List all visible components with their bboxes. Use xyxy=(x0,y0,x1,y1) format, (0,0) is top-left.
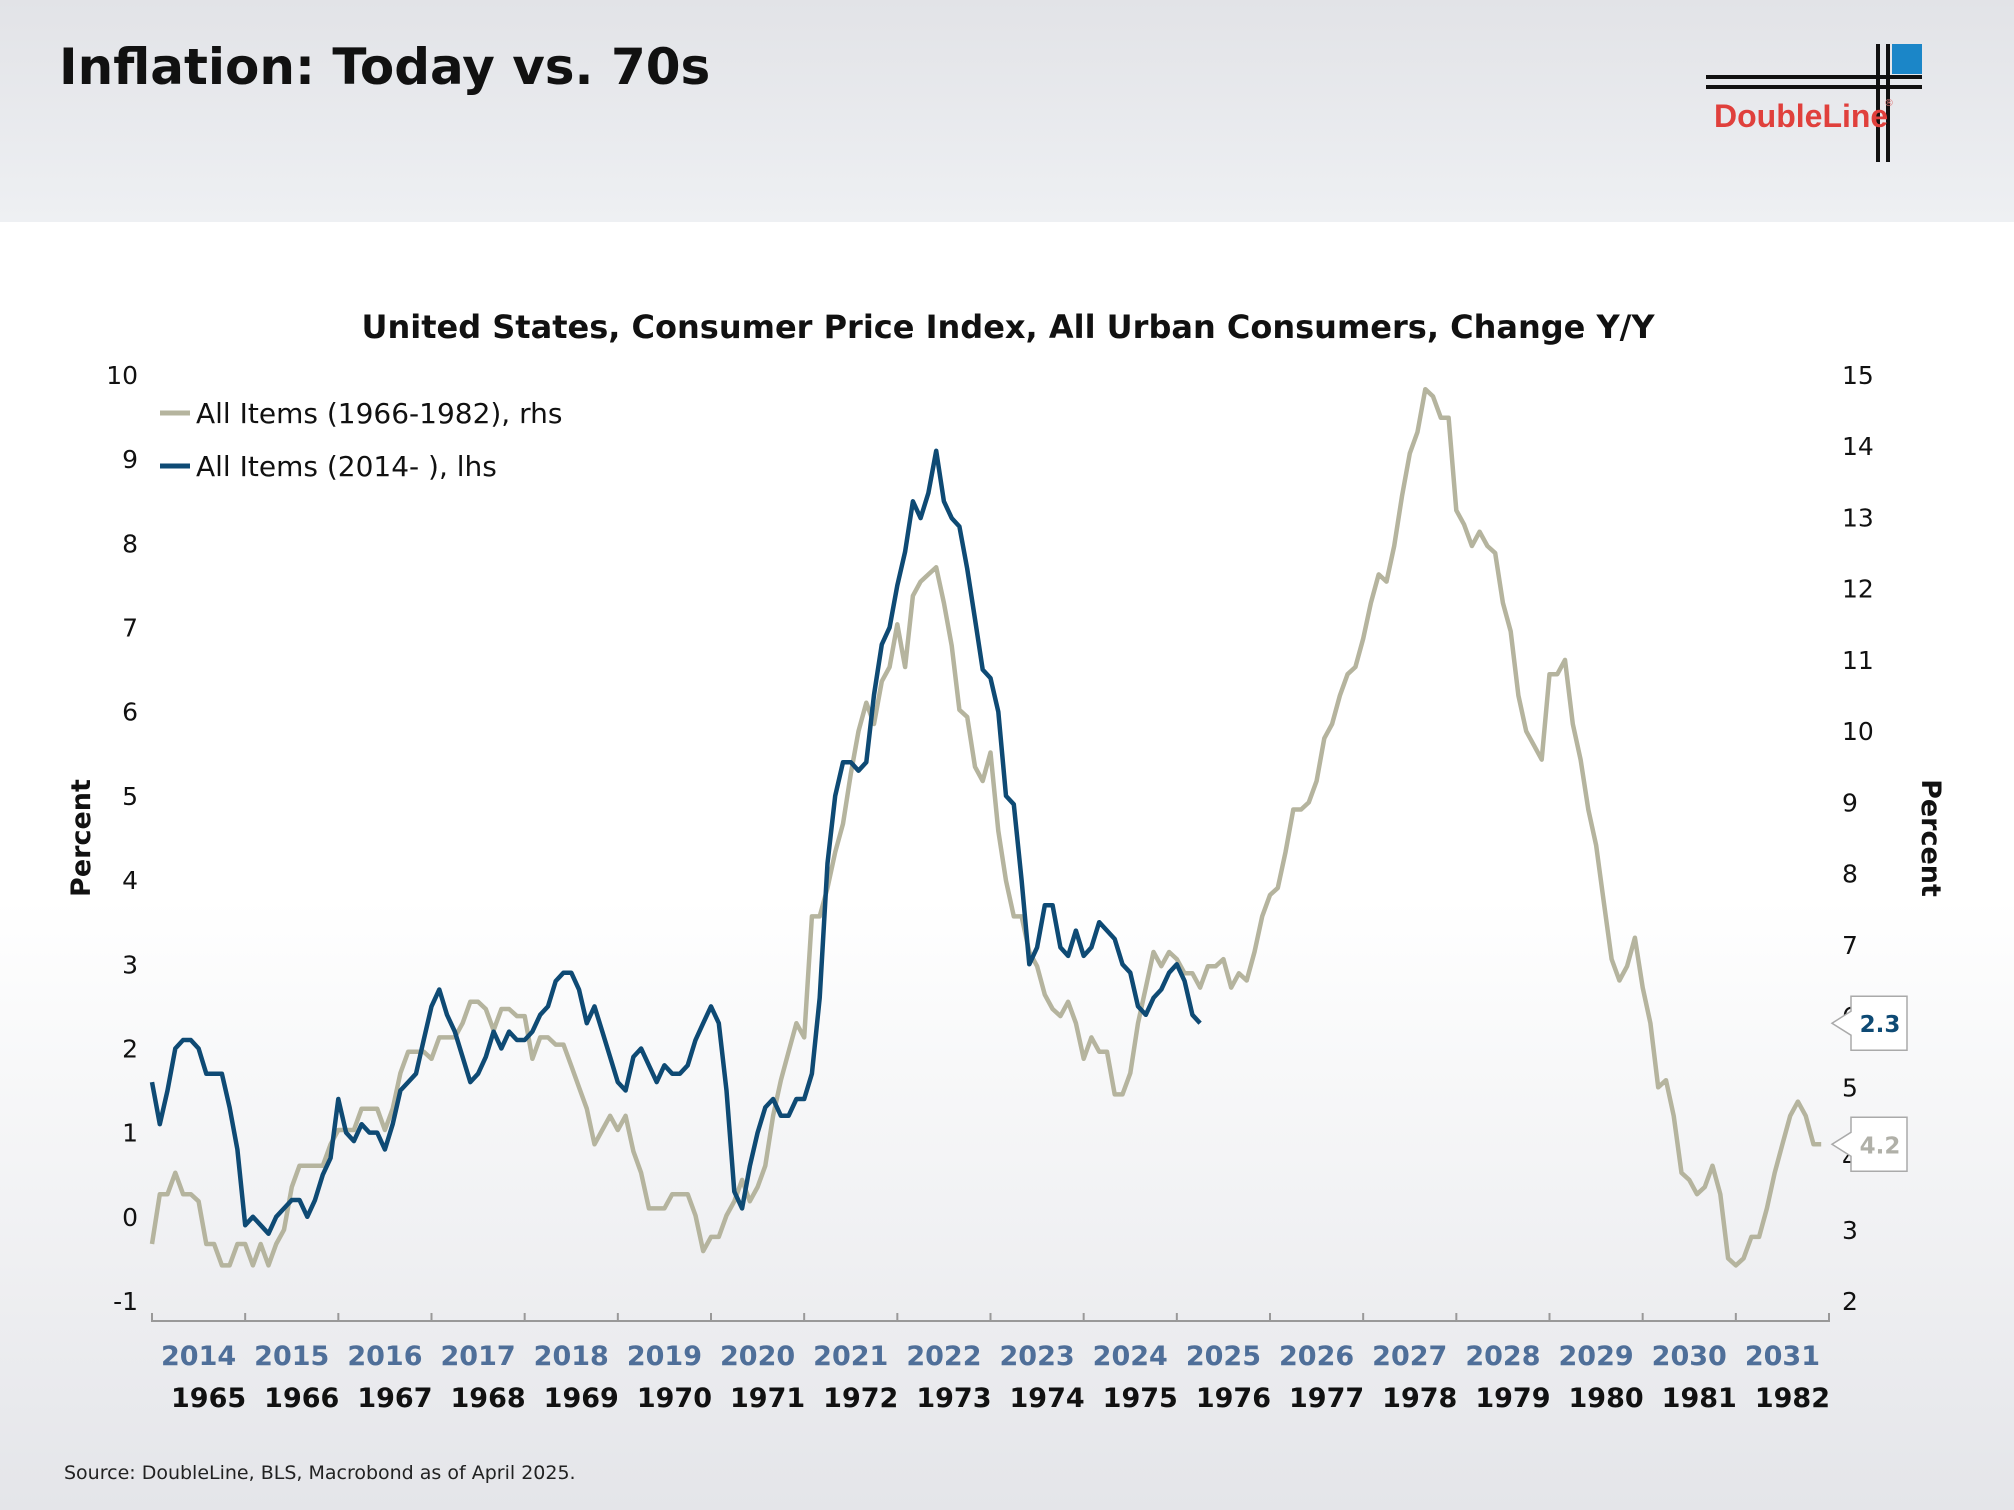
y-tick-left: 5 xyxy=(122,782,138,811)
y-tick-right: 14 xyxy=(1842,432,1874,461)
x-tick-label-1970s: 1973 xyxy=(916,1383,991,1414)
x-tick-label-1970s: 1966 xyxy=(264,1383,339,1414)
y-tick-right: 7 xyxy=(1842,931,1858,960)
x-tick-label-recent: 2029 xyxy=(1559,1341,1634,1372)
x-tick-label-recent: 2028 xyxy=(1465,1341,1540,1372)
x-tick-label-1970s: 1977 xyxy=(1289,1383,1364,1414)
x-tick-label-recent: 2020 xyxy=(720,1341,795,1372)
x-tick-label-1970s: 1976 xyxy=(1196,1383,1271,1414)
header-band: Inflation: Today vs. 70s DoubleLine ® xyxy=(0,0,2014,222)
x-tick-label-1970s: 1981 xyxy=(1662,1383,1737,1414)
x-tick-label-recent: 2025 xyxy=(1186,1341,1261,1372)
x-tick-label-1970s: 1970 xyxy=(637,1383,712,1414)
x-tick-label-recent: 2021 xyxy=(813,1341,888,1372)
legend-label: All Items (1966-1982), rhs xyxy=(196,397,562,430)
x-tick-label-1970s: 1967 xyxy=(357,1383,432,1414)
series-line-2014-present xyxy=(149,448,1202,1236)
y-axis-label-left: Percent xyxy=(66,779,97,897)
x-tick-label-1970s: 1972 xyxy=(823,1383,898,1414)
x-tick-label-recent: 2024 xyxy=(1093,1341,1168,1372)
x-tick-label-recent: 2016 xyxy=(347,1341,422,1372)
y-tick-left: 8 xyxy=(122,529,138,558)
x-tick-label-recent: 2015 xyxy=(254,1341,329,1372)
x-tick-label-recent: 2027 xyxy=(1372,1341,1447,1372)
end-label-lhs-box xyxy=(1830,995,1908,1051)
y-tick-right: 9 xyxy=(1842,788,1858,817)
logo-registered: ® xyxy=(1884,98,1894,109)
end-label-rhs-box xyxy=(1830,1116,1908,1173)
logo-text: DoubleLine xyxy=(1714,98,1889,134)
x-tick-label-1970s: 1978 xyxy=(1382,1383,1457,1414)
x-tick-label-1970s: 1980 xyxy=(1569,1383,1644,1414)
x-tick-label-1970s: 1974 xyxy=(1010,1383,1085,1414)
x-tick-label-1970s: 1979 xyxy=(1475,1383,1550,1414)
x-tick-label-1970s: 1969 xyxy=(544,1383,619,1414)
x-tick-label-1970s: 1975 xyxy=(1103,1383,1178,1414)
y-tick-right: 13 xyxy=(1842,503,1874,532)
doubleline-logo: DoubleLine ® xyxy=(1700,38,1960,168)
y-tick-right: 8 xyxy=(1842,860,1858,889)
x-tick-label-recent: 2023 xyxy=(1000,1341,1075,1372)
y-tick-left: 4 xyxy=(122,866,138,895)
x-tick-label-1970s: 1971 xyxy=(730,1383,805,1414)
y-tick-left: 1 xyxy=(122,1119,138,1148)
logo-lines-icon xyxy=(1706,44,1922,162)
x-tick-label-recent: 2014 xyxy=(161,1341,236,1372)
y-tick-left: 10 xyxy=(106,361,138,390)
y-tick-right: 11 xyxy=(1842,646,1874,675)
x-tick-label-recent: 2019 xyxy=(627,1341,702,1372)
chart-title: United States, Consumer Price Index, All… xyxy=(361,308,1655,346)
source-note: Source: DoubleLine, BLS, Macrobond as of… xyxy=(64,1462,576,1484)
x-tick-label-1970s: 1965 xyxy=(171,1383,246,1414)
y-axis-label-right: Percent xyxy=(1915,779,1946,897)
y-tick-right: 15 xyxy=(1842,361,1874,390)
page-title: Inflation: Today vs. 70s xyxy=(59,38,711,96)
series-line-1966-1982 xyxy=(149,386,1822,1268)
x-tick-label-recent: 2030 xyxy=(1652,1341,1727,1372)
x-tick-label-recent: 2026 xyxy=(1279,1341,1354,1372)
x-tick-label-1970s: 1968 xyxy=(451,1383,526,1414)
y-tick-right: 12 xyxy=(1842,575,1874,604)
legend-label: All Items (2014- ), lhs xyxy=(196,450,497,483)
y-tick-left: 6 xyxy=(122,698,138,727)
y-tick-left: 3 xyxy=(122,950,138,979)
y-tick-left: -1 xyxy=(113,1287,138,1316)
x-tick-label-recent: 2031 xyxy=(1745,1341,1820,1372)
end-label-rhs: 4.2 xyxy=(1860,1133,1901,1159)
y-tick-right: 3 xyxy=(1842,1216,1858,1245)
y-tick-left: 9 xyxy=(122,445,138,474)
y-tick-left: 0 xyxy=(122,1203,138,1232)
y-tick-left: 2 xyxy=(122,1034,138,1063)
x-tick-label-recent: 2022 xyxy=(906,1341,981,1372)
end-label-lhs: 2.3 xyxy=(1860,1012,1901,1038)
y-tick-right: 5 xyxy=(1842,1073,1858,1102)
y-tick-left: 7 xyxy=(122,614,138,643)
y-tick-right: 10 xyxy=(1842,717,1874,746)
y-tick-right: 2 xyxy=(1842,1287,1858,1316)
x-tick-label-recent: 2017 xyxy=(441,1341,516,1372)
x-tick-label-recent: 2018 xyxy=(534,1341,609,1372)
x-tick-label-1970s: 1982 xyxy=(1755,1383,1830,1414)
